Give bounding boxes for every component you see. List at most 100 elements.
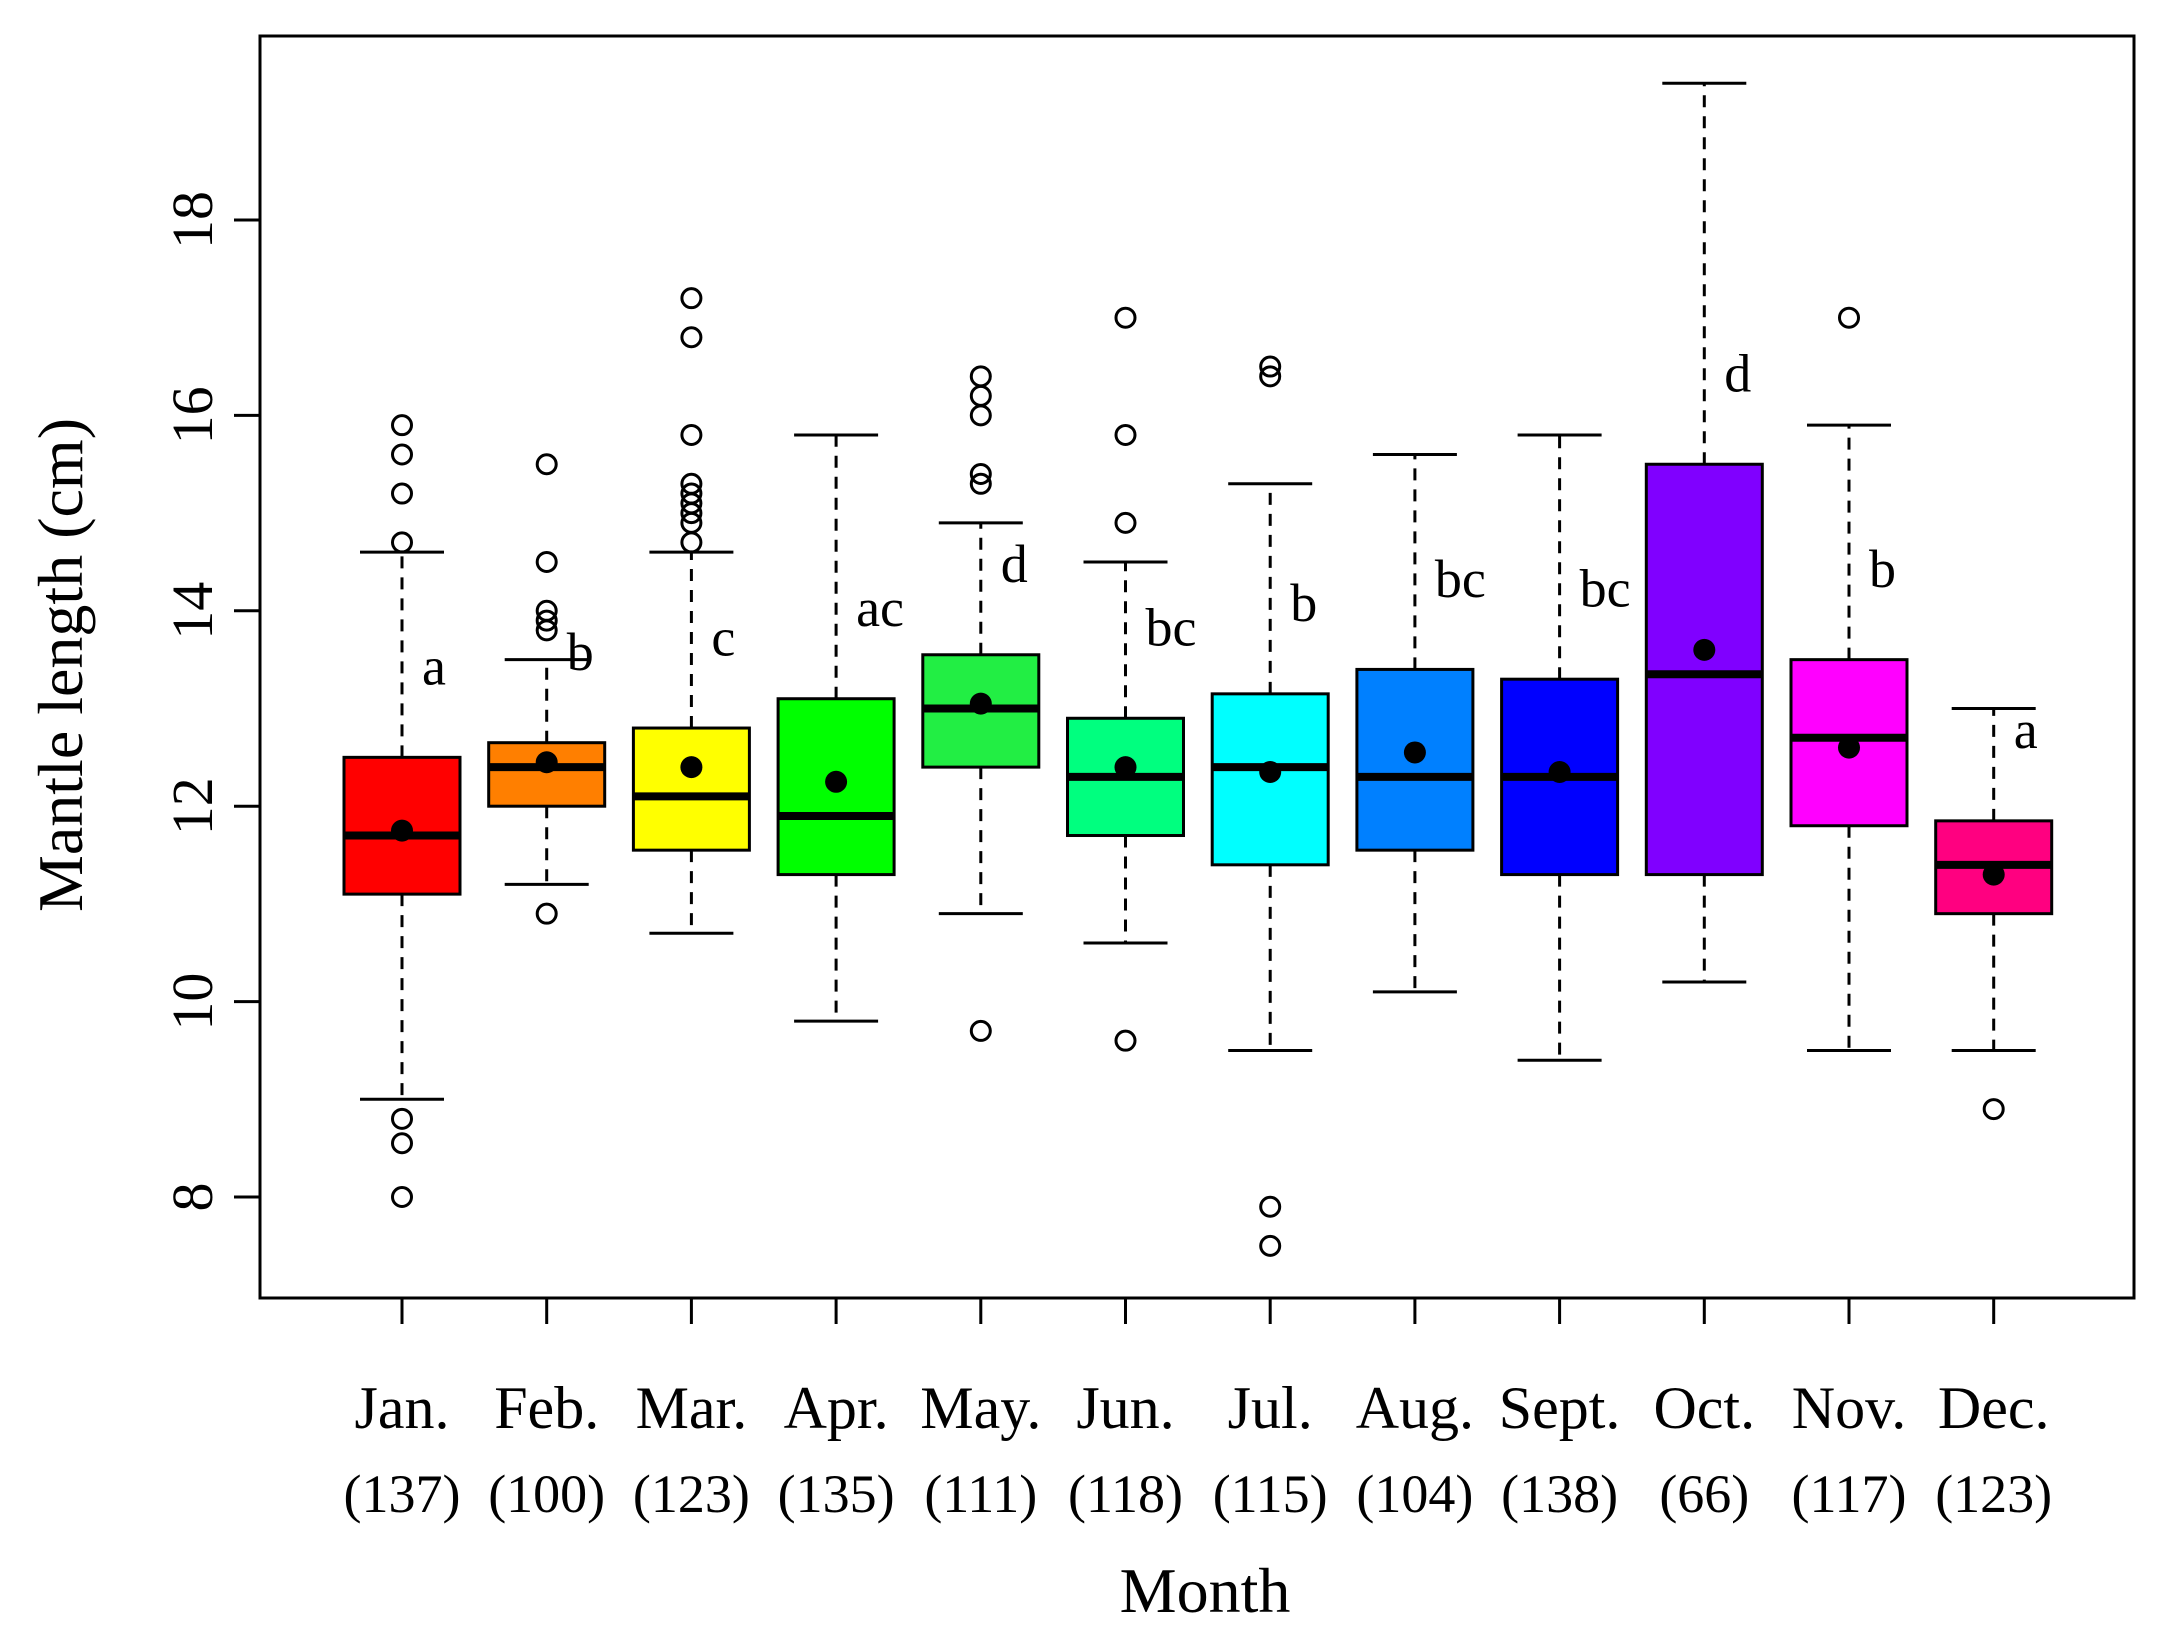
outlier-point: [391, 443, 413, 466]
outlier-point: [1982, 1098, 2005, 1121]
sample-size-label: (111): [924, 1464, 1037, 1524]
sample-size-label: (118): [1068, 1464, 1183, 1524]
significance-letter: d: [1001, 534, 1028, 594]
outlier-point: [680, 326, 703, 349]
sample-size-label: (135): [778, 1464, 895, 1524]
mean-point: [1114, 756, 1137, 779]
outlier-point: [969, 384, 992, 407]
outlier-point: [969, 404, 992, 427]
x-tick-label: Jan.: [355, 1375, 450, 1441]
significance-letter: b: [567, 622, 594, 682]
outlier-point: [1114, 306, 1137, 329]
outlier-point: [1114, 423, 1137, 446]
mean-point: [1259, 761, 1282, 784]
outlier-point: [391, 1132, 413, 1155]
y-tick-label: 16: [160, 386, 225, 444]
sample-size-label: (137): [344, 1464, 461, 1524]
significance-letter: a: [2014, 700, 2038, 760]
outlier-point: [969, 1019, 992, 1042]
sample-size-label: (117): [1792, 1464, 1907, 1524]
mean-point: [1403, 741, 1426, 764]
y-axis: 8 10 12 14 16 18: [160, 191, 260, 1212]
outlier-point: [680, 287, 703, 310]
outlier-point: [1259, 365, 1282, 388]
outlier-point: [391, 482, 413, 505]
box-apr: ac: [776, 433, 904, 1023]
y-axis-title: Mantle length (cm): [25, 418, 96, 912]
outlier-point: [1114, 511, 1137, 534]
box-oct: d: [1644, 81, 1764, 984]
box-aug: bc: [1355, 452, 1486, 994]
sample-size-label: (104): [1356, 1464, 1473, 1524]
box-mar: c: [631, 287, 751, 935]
x-tick-label: Jun.: [1076, 1375, 1174, 1441]
box-may: d: [921, 365, 1041, 1042]
outlier-point: [1114, 1029, 1137, 1052]
y-tick-label: 12: [160, 777, 225, 835]
x-tick-label: Dec.: [1938, 1375, 2050, 1441]
y-tick-label: 18: [160, 191, 225, 249]
x-tick-label: Jul.: [1228, 1375, 1313, 1441]
mean-point: [1693, 638, 1716, 661]
mean-point: [825, 770, 848, 793]
mean-point: [391, 819, 413, 842]
outlier-point: [1838, 306, 1860, 329]
mean-point: [535, 751, 558, 774]
outlier-point: [680, 531, 703, 554]
outlier-point: [1259, 1234, 1282, 1257]
iqr-box: [631, 726, 751, 852]
mean-point: [1838, 736, 1860, 759]
iqr-box: [1644, 462, 1764, 877]
y-tick-label: 14: [160, 582, 225, 640]
significance-letter: a: [422, 637, 446, 697]
x-tick-label: Mar.: [636, 1375, 748, 1441]
sample-size-label: (115): [1213, 1464, 1328, 1524]
box-nov: b: [1789, 306, 1909, 1052]
y-tick-label: 8: [160, 1183, 225, 1212]
outlier-point: [535, 453, 558, 476]
outlier-point: [1259, 1195, 1282, 1218]
outlier-point: [969, 365, 992, 388]
plot-frame: [258, 34, 2136, 1300]
significance-letter: b: [1869, 539, 1896, 599]
sample-size-label: (66): [1659, 1464, 1749, 1524]
significance-letter: d: [1724, 344, 1751, 404]
box-jun: bc: [1066, 306, 1197, 1052]
mean-point: [680, 756, 703, 779]
outlier-point: [391, 531, 413, 554]
sample-size-label: (123): [1935, 1464, 2052, 1524]
outlier-point: [1259, 355, 1282, 378]
outlier-point: [391, 1107, 413, 1130]
x-axis-title: Month: [1120, 1555, 1291, 1626]
box-feb: b: [487, 453, 607, 925]
outlier-point: [969, 463, 992, 486]
outlier-point: [391, 1186, 413, 1208]
outlier-point: [680, 502, 703, 525]
significance-letter: bc: [1146, 598, 1197, 658]
x-tick-label: Oct.: [1653, 1375, 1755, 1441]
x-tick-label: Apr.: [784, 1375, 889, 1441]
outlier-point: [969, 472, 992, 495]
mean-point: [1548, 761, 1571, 784]
sample-size-label: (123): [633, 1464, 750, 1524]
outlier-point: [680, 423, 703, 446]
outlier-point: [535, 609, 558, 632]
x-axis: Jan. (137) Feb. (100) Mar. (123) Apr. (135) May.…: [344, 1298, 2052, 1524]
x-tick-label: Aug.: [1356, 1375, 1474, 1441]
significance-letter: ac: [856, 578, 904, 638]
mean-point: [1982, 863, 2005, 886]
box-dec: a: [1934, 700, 2054, 1121]
x-tick-label: Nov.: [1792, 1375, 1906, 1441]
significance-letter: c: [711, 607, 735, 667]
box-jul: b: [1210, 355, 1330, 1257]
outlier-point: [535, 619, 558, 642]
significance-letter: bc: [1580, 559, 1631, 619]
mean-point: [969, 692, 992, 715]
x-tick-label: Sept.: [1499, 1375, 1621, 1441]
x-tick-label: Feb.: [494, 1375, 599, 1441]
iqr-box: [776, 697, 896, 877]
box-sept: bc: [1500, 433, 1631, 1062]
